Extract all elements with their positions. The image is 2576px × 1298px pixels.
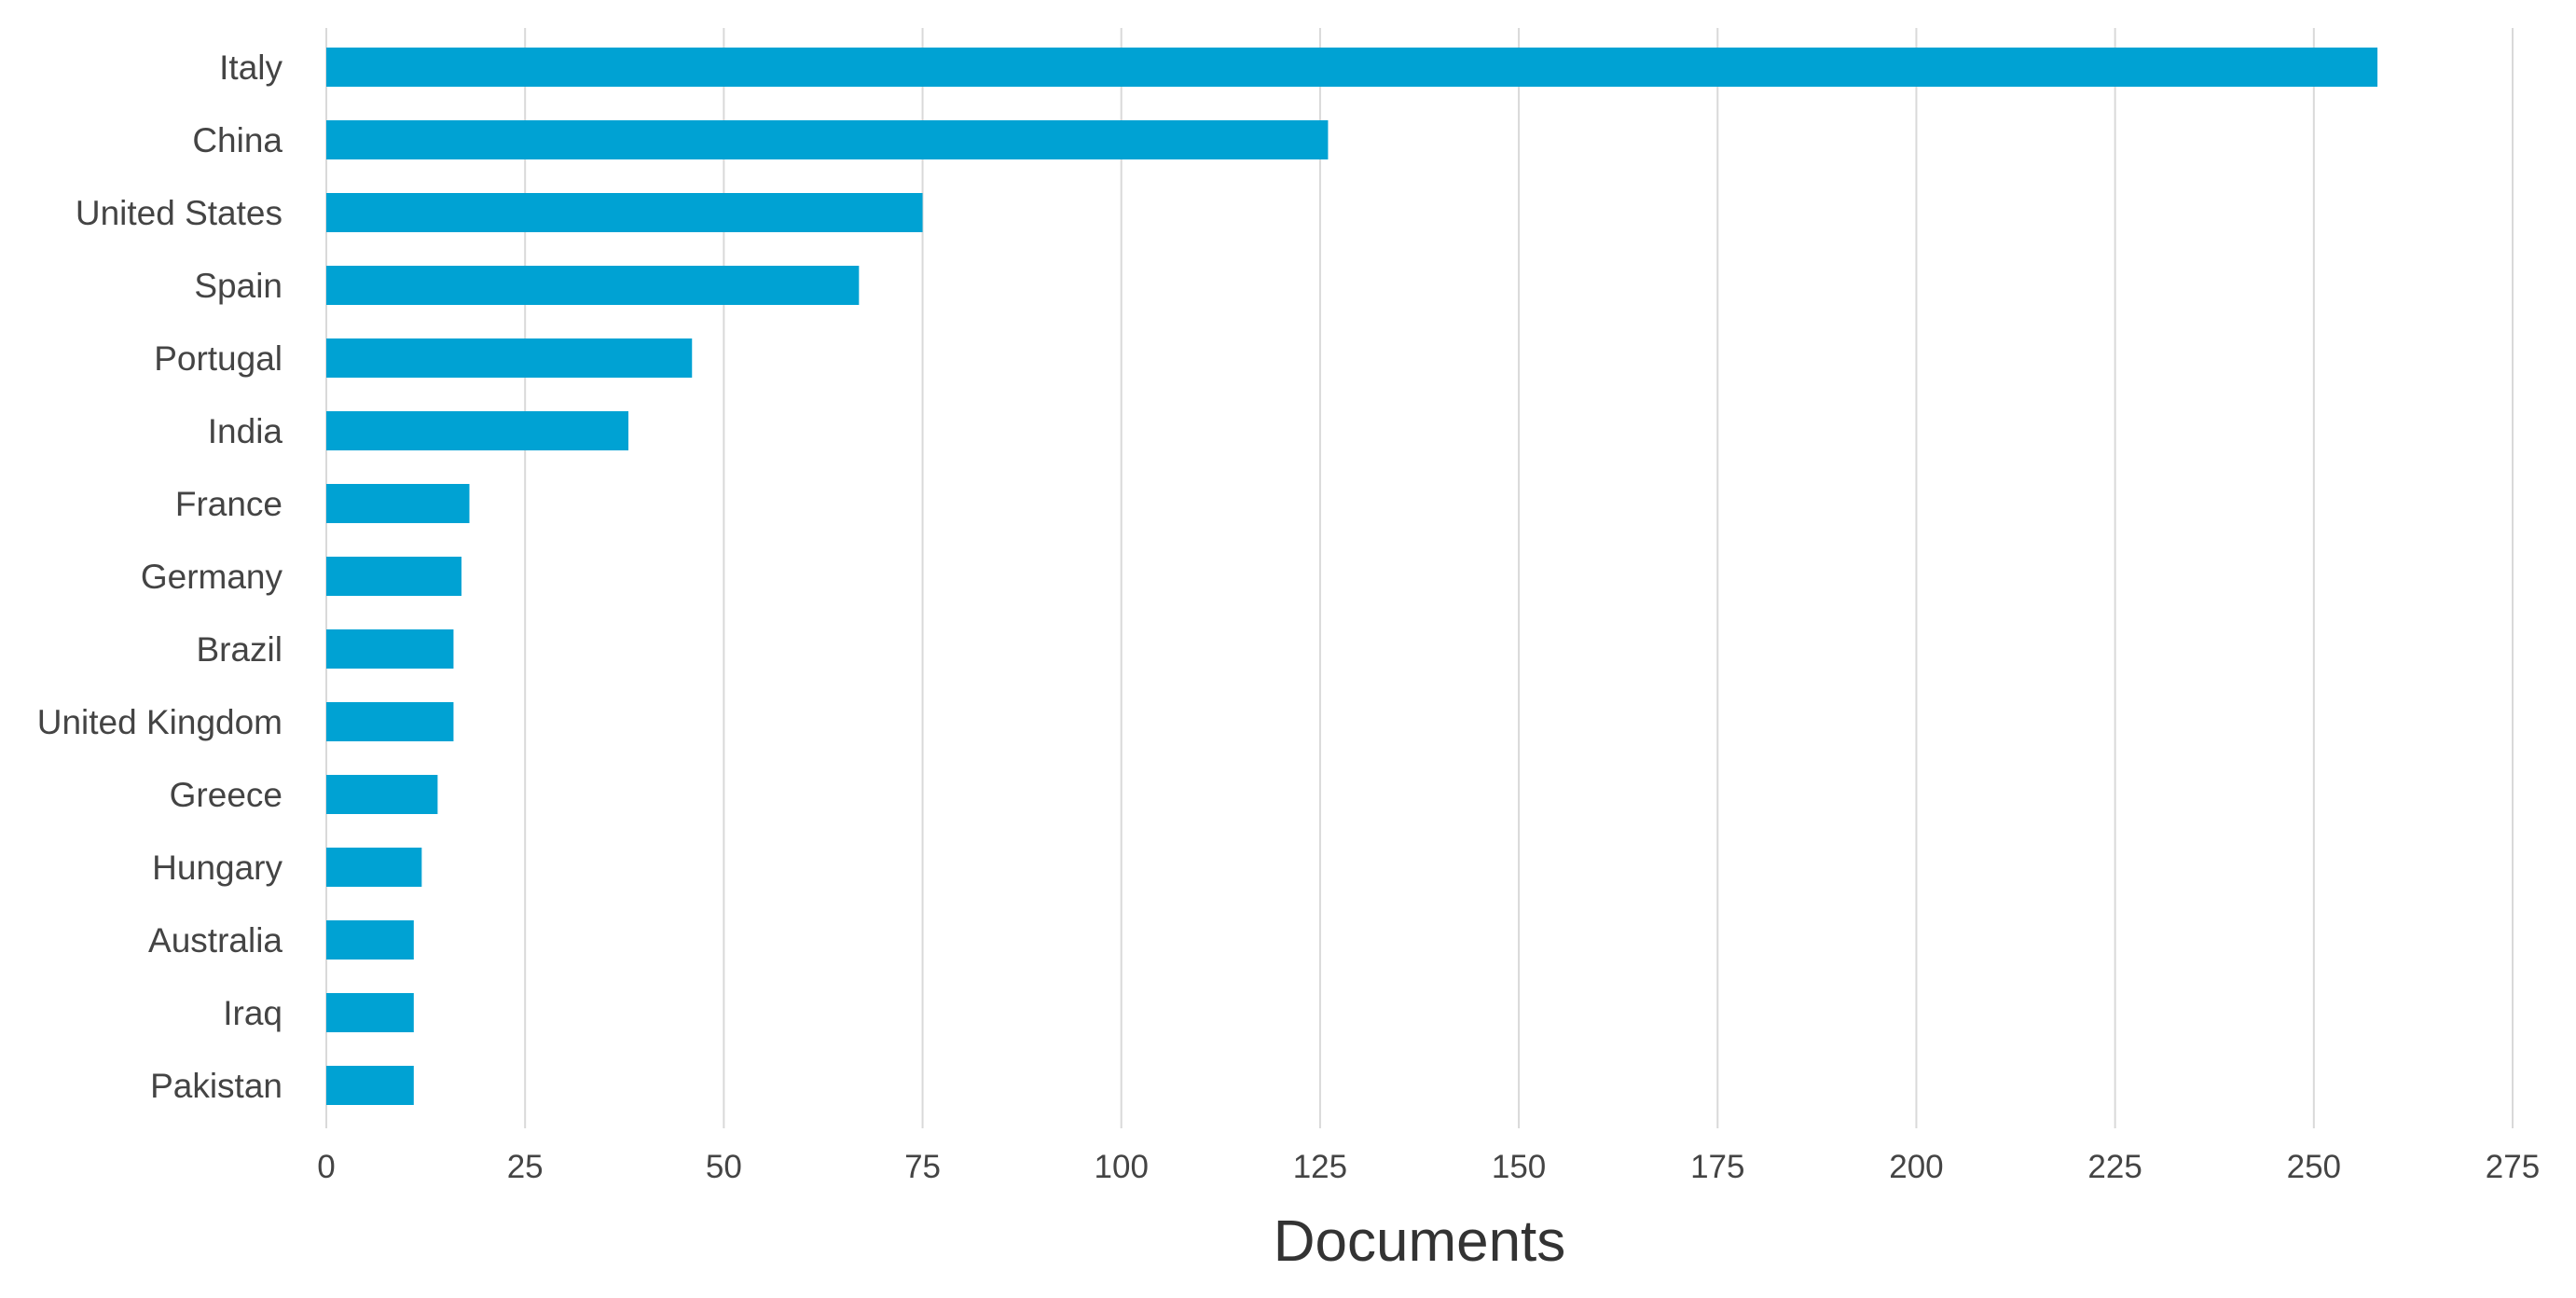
x-tick-label: 25: [507, 1149, 544, 1185]
category-label: Spain: [194, 267, 282, 305]
x-axis-title: Documents: [1274, 1209, 1566, 1274]
category-label: Germany: [141, 558, 283, 596]
x-tick-labels: 0 25 50 75 100 125 150 175 200 225 250 275: [317, 1149, 2540, 1185]
bar-germany: [326, 557, 461, 596]
x-tick-label: 275: [2486, 1149, 2540, 1185]
bar-brazil: [326, 629, 454, 669]
x-tick-label: 225: [2087, 1149, 2142, 1185]
bar-portugal: [326, 338, 693, 378]
bars: [326, 48, 2378, 1105]
x-tick-label: 100: [1095, 1149, 1149, 1185]
bar-italy: [326, 48, 2378, 87]
category-label: Brazil: [196, 630, 282, 669]
bar-united-states: [326, 193, 923, 232]
bar-united-kingdom: [326, 702, 454, 741]
x-tick-label: 50: [706, 1149, 742, 1185]
bar-india: [326, 411, 629, 450]
bar-iraq: [326, 993, 414, 1032]
category-label: United Kingdom: [37, 703, 282, 741]
category-labels: Italy China United States Spain Portugal Indi…: [37, 48, 283, 1105]
bar-greece: [326, 775, 438, 814]
category-label: Iraq: [223, 994, 282, 1032]
category-label: France: [175, 485, 282, 523]
x-tick-label: 175: [1690, 1149, 1744, 1185]
category-label: China: [192, 121, 282, 159]
x-tick-label: 75: [904, 1149, 941, 1185]
bar-australia: [326, 920, 414, 960]
category-label: Pakistan: [150, 1067, 282, 1105]
x-tick-label: 200: [1889, 1149, 1943, 1185]
bar-spain: [326, 266, 860, 305]
bar-pakistan: [326, 1066, 414, 1105]
bar-china: [326, 120, 1329, 159]
bar-france: [326, 484, 470, 523]
category-label: Italy: [219, 48, 282, 87]
category-label: Portugal: [154, 339, 282, 378]
category-label: Australia: [148, 921, 282, 960]
category-label: Greece: [170, 776, 282, 814]
x-tick-label: 0: [317, 1149, 335, 1185]
x-tick-label: 125: [1293, 1149, 1347, 1185]
category-label: India: [208, 412, 283, 450]
category-label: United States: [76, 194, 282, 232]
bar-hungary: [326, 848, 422, 887]
category-label: Hungary: [152, 849, 282, 887]
x-tick-label: 150: [1492, 1149, 1546, 1185]
x-tick-label: 250: [2287, 1149, 2341, 1185]
